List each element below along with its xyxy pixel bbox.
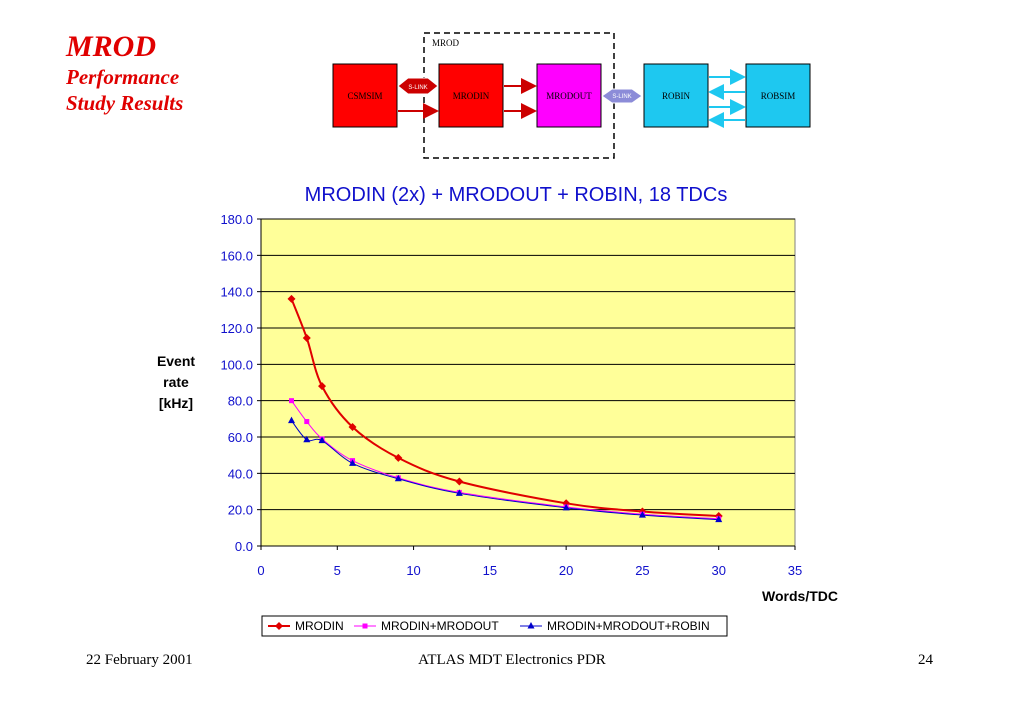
robsim-label: ROBSIM (761, 91, 796, 101)
y-tick-label: 100.0 (220, 357, 253, 372)
data-point (455, 489, 463, 496)
mrodout-label: MRODOUT (546, 91, 592, 101)
mrodout-box (536, 63, 602, 128)
legend-box (261, 615, 728, 637)
y-axis-label: Event rate [kHz] (157, 353, 195, 411)
data-point (394, 453, 403, 462)
data-point (638, 511, 646, 518)
legend-swatch-marker (275, 622, 283, 630)
series-line (290, 298, 719, 518)
y-tick-label: 80.0 (228, 394, 253, 409)
y-tick-label: 120.0 (220, 321, 253, 336)
x-tick-label: 15 (483, 563, 497, 578)
data-point (715, 515, 723, 523)
y-axis-label-line: Event (157, 353, 195, 369)
slink-label-1: S-LINK (408, 85, 427, 91)
mrodin-label: MRODIN (453, 91, 490, 101)
slink-arrow-1 (397, 77, 439, 95)
data-point (348, 423, 357, 432)
csmsim-box (332, 63, 398, 128)
slide-subtitle-line-2: Study Results (66, 91, 184, 115)
slide-title: MROD (66, 30, 157, 63)
footer-event: ATLAS MDT Electronics PDR (418, 652, 606, 668)
x-tick-label: 0 (257, 563, 264, 578)
event-rate-chart: MRODIN (2x) + MRODOUT + ROBIN, 18 TDCs 0… (157, 184, 838, 637)
y-tick-label: 140.0 (220, 285, 253, 300)
mrodin-box (438, 63, 504, 128)
data-point (394, 474, 402, 482)
y-tick-label: 40.0 (228, 466, 253, 481)
y-axis-label-line: [kHz] (159, 395, 193, 411)
robsim-box (745, 63, 811, 128)
slide-subtitle-line-1: Performance (66, 65, 180, 89)
slink-arrow-2 (601, 88, 643, 104)
x-tick-label: 5 (334, 563, 341, 578)
data-point (287, 294, 296, 303)
data-point (318, 436, 326, 444)
mrod-group-label: MROD (432, 38, 460, 48)
data-point (318, 382, 327, 391)
chart-title: MRODIN (2x) + MRODOUT + ROBIN, 18 TDCs (305, 184, 728, 206)
x-tick-label: 10 (406, 563, 420, 578)
series-line (291, 400, 719, 520)
data-point (455, 477, 464, 486)
footer-page-number: 24 (918, 652, 933, 668)
series-line (291, 420, 719, 521)
data-point (289, 398, 295, 404)
data-point (304, 419, 310, 425)
plot-area (260, 218, 796, 547)
y-tick-label: 20.0 (228, 503, 253, 518)
x-tick-label: 25 (635, 563, 649, 578)
grid-lines (261, 218, 795, 511)
legend-swatch-marker (362, 623, 368, 629)
legend-entry-label: MRODIN+MRODOUT (381, 619, 499, 633)
legend-entry-label: MRODIN+MRODOUT+ROBIN (547, 619, 710, 633)
x-tick-label: 35 (788, 563, 802, 578)
y-tick-label: 160.0 (220, 248, 253, 263)
robin-box (643, 63, 709, 128)
csmsim-label: CSMSIM (347, 91, 382, 101)
slink-label-2: S-LINK (612, 94, 631, 100)
data-point (302, 333, 311, 342)
data-point (303, 435, 311, 443)
axes: 0.0 20.0 40.0 60.0 80.0 100.0 120.0 140.0 160.0 1… (220, 212, 802, 578)
x-tick-label: 20 (559, 563, 573, 578)
legend-swatch-marker (527, 622, 535, 629)
y-tick-label: 60.0 (228, 430, 253, 445)
series-mrodin-mrodout-robin (288, 416, 723, 523)
robin-label: ROBIN (662, 91, 691, 101)
legend: MRODIN MRODIN+MRODOUT MRODIN+MRODOUT+ROBIN (261, 615, 728, 637)
data-point (562, 503, 570, 511)
slide-title-block: MROD Performance Study Results (66, 30, 183, 116)
footer-date: 22 February 2001 (86, 652, 193, 668)
x-axis-label: Words/TDC (762, 588, 838, 604)
x-tick-label: 30 (711, 563, 725, 578)
data-point (288, 416, 296, 424)
y-axis-label-line: rate (163, 374, 189, 390)
data-point (349, 459, 357, 466)
y-tick-label: 0.0 (235, 539, 253, 554)
legend-entry-label: MRODIN (295, 619, 344, 633)
mrod-block-diagram: MROD CSMSIM MRODIN MRODOUT ROBIN ROBSIM … (332, 32, 811, 159)
data-series (287, 294, 723, 523)
y-tick-label: 180.0 (220, 212, 253, 227)
